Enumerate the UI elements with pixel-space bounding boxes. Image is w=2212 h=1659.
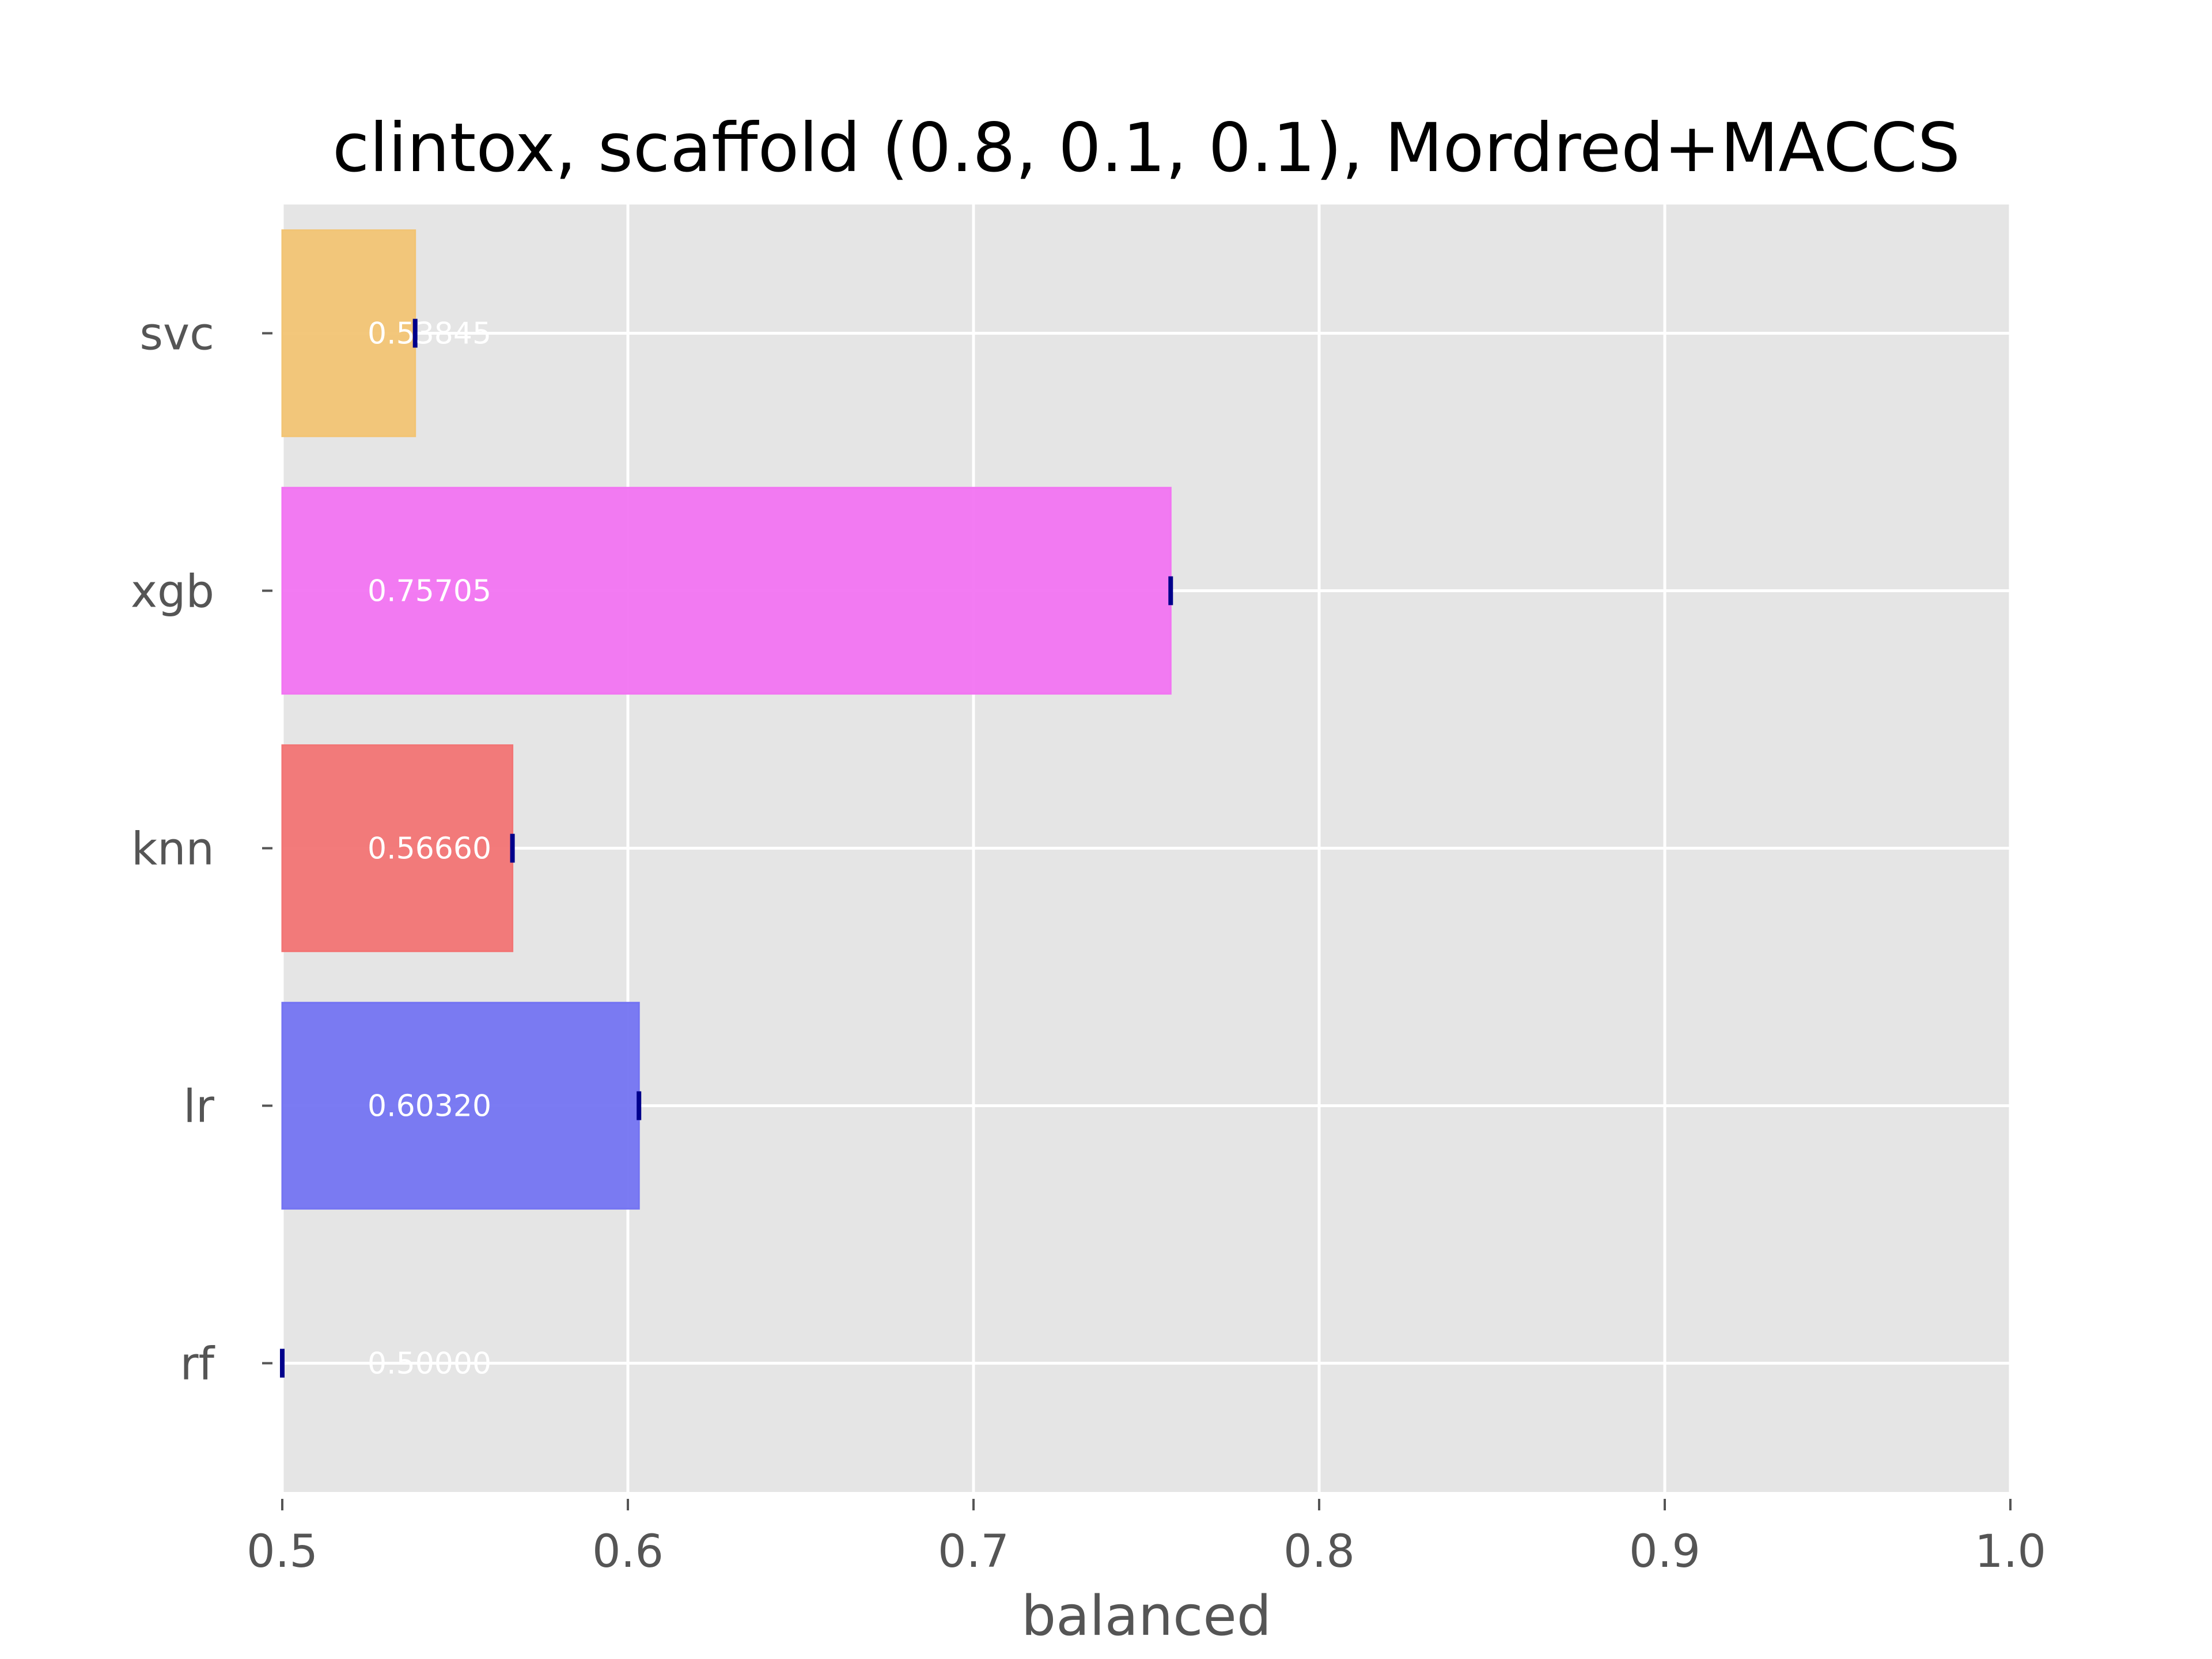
y-tick-label-xgb: xgb	[131, 566, 214, 618]
x-tick-label: 1.0	[1975, 1526, 2046, 1578]
x-tick-label: 0.5	[247, 1526, 318, 1578]
x-axis-label: balanced	[1021, 1585, 1271, 1648]
x-tick-label: 0.8	[1283, 1526, 1355, 1578]
value-label-rf: 0.50000	[368, 1347, 491, 1381]
y-tick-label-rf: rf	[180, 1339, 215, 1391]
y-tick-label-knn: knn	[131, 824, 214, 876]
value-label-svc: 0.53845	[368, 317, 491, 351]
y-tick-label-svc: svc	[139, 309, 214, 361]
chart-title: clintox, scaffold (0.8, 0.1, 0.1), Mordr…	[332, 108, 1960, 187]
value-label-knn: 0.56660	[368, 832, 491, 866]
x-tick-label: 0.6	[592, 1526, 664, 1578]
x-tick-label: 0.7	[938, 1526, 1009, 1578]
y-tick-label-lr: lr	[183, 1081, 215, 1133]
value-label-lr: 0.60320	[368, 1089, 491, 1124]
x-tick-label: 0.9	[1629, 1526, 1700, 1578]
value-label-xgb: 0.75705	[368, 574, 491, 609]
